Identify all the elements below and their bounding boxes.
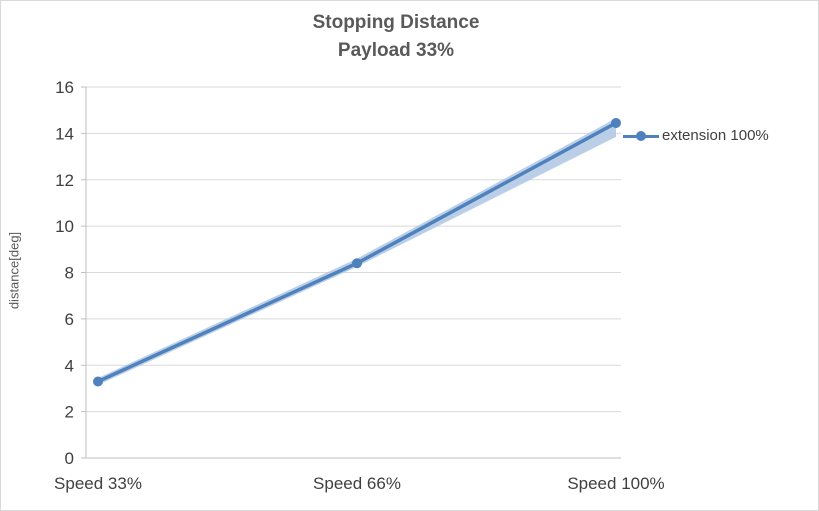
legend-series-marker-icon	[623, 130, 659, 141]
chart-title-line2: Payload 33%	[337, 40, 455, 61]
chart-title-line1: Stopping Distance	[312, 12, 480, 33]
y-tick-label: 8	[65, 264, 74, 283]
chart-title: Stopping Distance Payload 33%	[1, 9, 791, 65]
x-category-label: Speed 33%	[54, 474, 142, 493]
y-tick-label: 0	[65, 449, 74, 468]
y-tick-label: 10	[55, 217, 74, 236]
legend-series-label: extension 100%	[662, 127, 769, 144]
confidence-band	[98, 118, 616, 385]
legend-dot-icon	[636, 130, 646, 141]
x-category-label: Speed 66%	[313, 474, 401, 493]
y-tick-label: 14	[55, 124, 74, 143]
y-tick-label: 2	[65, 403, 74, 422]
series-marker	[352, 258, 362, 269]
y-tick-label: 4	[65, 356, 74, 375]
x-category-label: Speed 100%	[567, 474, 664, 493]
legend: extension 100%	[623, 127, 769, 144]
series-marker	[93, 376, 103, 387]
y-tick-label: 12	[55, 171, 74, 190]
y-tick-label: 16	[55, 78, 74, 97]
series-marker	[611, 117, 621, 128]
y-tick-label: 6	[65, 310, 74, 329]
